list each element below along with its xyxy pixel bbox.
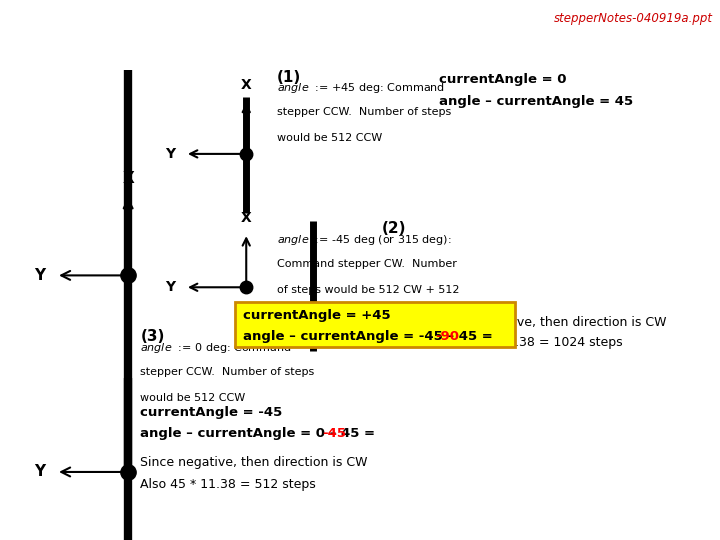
Text: Also 90 * 11.38 = 1024 steps: Also 90 * 11.38 = 1024 steps (439, 336, 623, 349)
Text: (1): (1) (277, 70, 302, 85)
Text: angle – currentAngle = 0 – 45 =: angle – currentAngle = 0 – 45 = (140, 427, 380, 440)
Text: would be 512 CCW: would be 512 CCW (277, 133, 382, 143)
Bar (235, 302, 515, 347)
Text: Y: Y (35, 268, 45, 283)
Text: CW = 1024 steps total: CW = 1024 steps total (277, 311, 402, 321)
Text: (2): (2) (382, 221, 406, 237)
Text: $\it{angle}$  := -45 deg (or 315 deg):: $\it{angle}$ := -45 deg (or 315 deg): (277, 233, 451, 247)
Text: currentAngle = +45: currentAngle = +45 (243, 309, 390, 322)
Text: -45: -45 (323, 427, 346, 440)
Text: currentAngle = 0: currentAngle = 0 (439, 73, 567, 86)
Text: $\it{angle}$  := +45 deg: Command: $\it{angle}$ := +45 deg: Command (277, 81, 445, 95)
Text: (3): (3) (140, 329, 165, 345)
Text: Command stepper CW.  Number: Command stepper CW. Number (277, 259, 457, 269)
Text: X: X (241, 211, 251, 225)
Text: Y: Y (166, 280, 176, 294)
Text: stepperNotes-040919a.ppt: stepperNotes-040919a.ppt (554, 12, 713, 25)
Text: X: X (241, 78, 251, 92)
Text: -90: -90 (436, 330, 459, 343)
Text: Since negative, then direction is CW: Since negative, then direction is CW (439, 316, 667, 329)
Text: $\it{angle}$  := 0 deg: Command: $\it{angle}$ := 0 deg: Command (140, 341, 292, 355)
Text: X: X (122, 171, 134, 186)
Text: of steps would be 512 CW + 512: of steps would be 512 CW + 512 (277, 285, 459, 295)
Text: stepper CCW.  Number of steps: stepper CCW. Number of steps (277, 107, 451, 117)
Text: Since negative, then direction is CW: Since negative, then direction is CW (140, 456, 368, 469)
Text: would be 512 CCW: would be 512 CCW (140, 393, 246, 403)
Text: Y: Y (35, 464, 45, 480)
Text: currentAngle = -45: currentAngle = -45 (140, 406, 283, 419)
Text: angle – currentAngle = 45: angle – currentAngle = 45 (439, 94, 634, 107)
Text: angle – currentAngle = -45 – 45 =: angle – currentAngle = -45 – 45 = (243, 330, 497, 343)
Text: stepper CCW.  Number of steps: stepper CCW. Number of steps (140, 367, 315, 377)
Text: Also 45 * 11.38 = 512 steps: Also 45 * 11.38 = 512 steps (140, 478, 316, 491)
Text: Y: Y (166, 147, 176, 161)
